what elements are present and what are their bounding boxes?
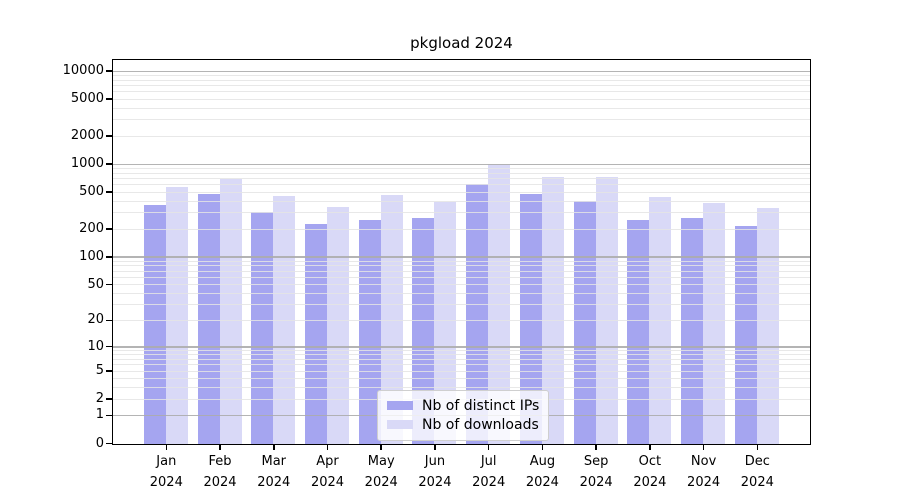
legend-swatch-downloads (387, 420, 413, 429)
bar-jan-nb-of-downloads (165, 187, 188, 444)
x-tick-mark-jun (434, 445, 436, 450)
x-tick-mark-feb (219, 445, 221, 450)
x-tick-label-dec: Dec 2024 (740, 454, 774, 490)
x-tick-label-jan: Jan 2024 (149, 454, 183, 490)
y-tick-label-5000: 5000 (70, 91, 104, 107)
bar-feb-nb-of-distinct-ips (197, 193, 220, 444)
bar-dec-nb-of-distinct-ips (734, 225, 757, 444)
y-tick-label-200: 200 (79, 221, 104, 237)
y-tick-mark-20 (106, 319, 112, 322)
y-tick-label-20: 20 (87, 312, 104, 328)
x-tick-mark-may (380, 445, 382, 450)
legend-item-distinct-ips: Nb of distinct IPs (387, 396, 539, 415)
bar-sep-nb-of-downloads (595, 176, 618, 444)
x-tick-label-aug: Aug 2024 (525, 454, 559, 490)
y-tick-mark-5000 (106, 98, 112, 100)
bar-jul-nb-of-downloads (488, 163, 511, 444)
x-tick-label-sep: Sep 2024 (579, 454, 613, 490)
y-tick-label-10: 10 (87, 338, 104, 354)
y-tick-mark-10 (106, 345, 112, 348)
x-tick-mark-oct (649, 445, 651, 450)
x-tick-label-nov: Nov 2024 (687, 454, 721, 490)
legend-swatch-distinct-ips (387, 401, 413, 410)
x-tick-mark-dec (756, 445, 759, 450)
x-tick-label-feb: Feb 2024 (203, 454, 237, 490)
y-tick-mark-5 (106, 370, 112, 372)
y-tick-mark-50 (106, 283, 112, 286)
bar-aug-nb-of-downloads (541, 176, 564, 444)
y-tick-label-100: 100 (79, 248, 104, 264)
bar-jun-nb-of-downloads (434, 201, 457, 444)
y-tick-mark-0 (106, 442, 112, 445)
bars-layer (113, 60, 810, 444)
y-tick-mark-10000 (106, 70, 112, 72)
x-tick-label-apr: Apr 2024 (310, 454, 345, 490)
y-tick-mark-2 (106, 398, 112, 400)
y-tick-mark-1000 (106, 163, 112, 165)
y-tick-label-10000: 10000 (62, 63, 104, 79)
legend-label-distinct-ips: Nb of distinct IPs (422, 397, 540, 414)
y-tick-mark-1 (106, 414, 112, 417)
y-tick-label-2: 2 (95, 391, 104, 407)
bar-sep-nb-of-distinct-ips (573, 201, 596, 444)
y-tick-label-0: 0 (95, 435, 104, 451)
chart-title: pkgload 2024 (410, 34, 513, 52)
y-tick-label-2000: 2000 (70, 128, 104, 144)
bar-oct-nb-of-distinct-ips (627, 219, 650, 444)
x-tick-label-mar: Mar 2024 (257, 454, 291, 490)
x-tick-mark-sep (595, 445, 597, 450)
x-tick-label-oct: Oct 2024 (633, 454, 667, 490)
x-tick-mark-jul (487, 445, 490, 450)
bar-mar-nb-of-distinct-ips (251, 211, 274, 444)
legend-item-downloads: Nb of downloads (387, 415, 539, 434)
bar-oct-nb-of-downloads (649, 196, 672, 444)
x-tick-mark-apr (326, 445, 329, 450)
bar-apr-nb-of-distinct-ips (304, 223, 327, 444)
x-tick-mark-nov (702, 445, 705, 450)
y-tick-mark-2000 (106, 135, 112, 137)
bar-jan-nb-of-distinct-ips (143, 205, 166, 444)
bar-jul-nb-of-distinct-ips (466, 184, 489, 444)
plot-area: Nb of distinct IPs Nb of downloads (112, 59, 811, 445)
x-tick-label-jul: Jul 2024 (472, 454, 506, 490)
y-tick-label-500: 500 (79, 184, 104, 200)
y-tick-mark-200 (106, 228, 112, 230)
x-tick-label-jun: Jun 2024 (418, 454, 452, 490)
x-tick-mark-aug (541, 445, 544, 450)
x-tick-mark-mar (273, 445, 275, 450)
bar-feb-nb-of-downloads (219, 179, 242, 444)
y-tick-label-1: 1 (95, 407, 104, 423)
x-tick-mark-jan (165, 445, 168, 450)
bar-apr-nb-of-downloads (326, 207, 349, 444)
bar-may-nb-of-distinct-ips (358, 219, 381, 444)
y-tick-label-50: 50 (87, 276, 104, 292)
legend: Nb of distinct IPs Nb of downloads (377, 390, 550, 441)
bar-nov-nb-of-distinct-ips (681, 217, 704, 444)
bar-mar-nb-of-downloads (273, 196, 296, 444)
legend-label-downloads: Nb of downloads (422, 416, 539, 433)
y-tick-mark-500 (106, 191, 112, 193)
bar-dec-nb-of-downloads (756, 207, 779, 444)
y-tick-label-1000: 1000 (70, 156, 104, 172)
y-tick-label-5: 5 (95, 363, 104, 379)
y-tick-mark-100 (106, 256, 112, 258)
bar-nov-nb-of-downloads (703, 203, 726, 444)
x-tick-label-may: May 2024 (364, 454, 398, 490)
